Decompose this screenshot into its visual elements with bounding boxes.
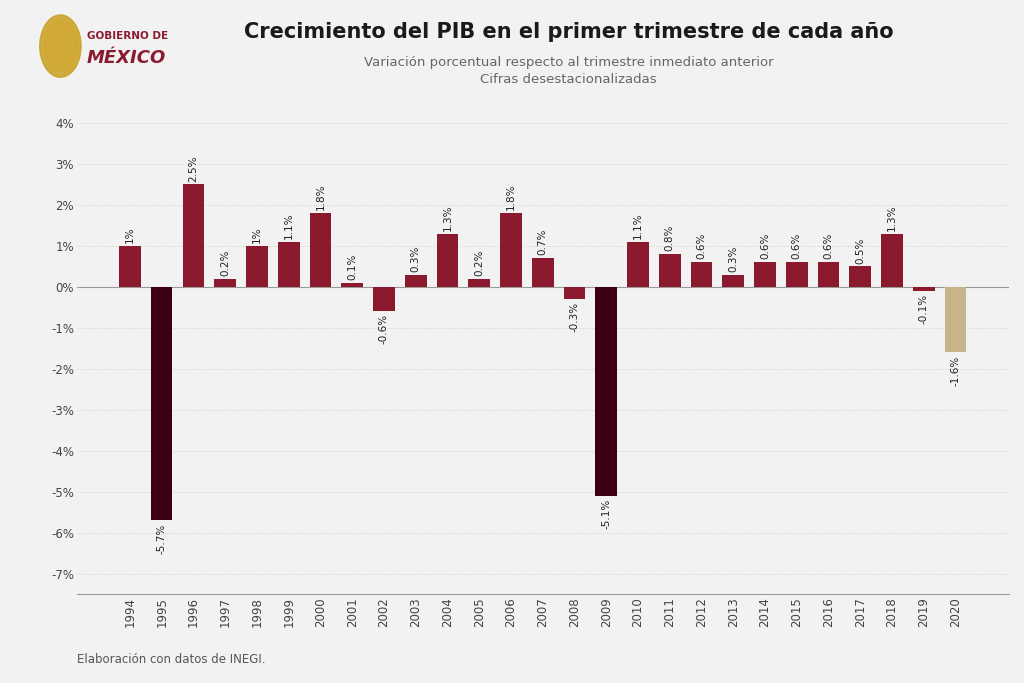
Text: 1.1%: 1.1%	[633, 212, 643, 239]
Bar	[818, 262, 840, 287]
Bar	[278, 242, 299, 287]
Text: MÉXICO: MÉXICO	[87, 49, 166, 67]
Text: 0.8%: 0.8%	[665, 225, 675, 251]
Text: Crecimiento del PIB en el primer trimestre de cada año: Crecimiento del PIB en el primer trimest…	[244, 22, 893, 42]
Bar	[341, 283, 362, 287]
Text: 0.2%: 0.2%	[474, 249, 484, 276]
Bar	[755, 262, 776, 287]
Bar	[531, 258, 554, 287]
Bar	[309, 213, 331, 287]
Text: Elaboración con datos de INEGI.: Elaboración con datos de INEGI.	[77, 653, 265, 666]
Text: 0.3%: 0.3%	[411, 245, 421, 272]
Bar	[214, 279, 236, 287]
Text: 2.5%: 2.5%	[188, 155, 199, 182]
Bar	[563, 287, 586, 299]
Text: Cifras desestacionalizadas: Cifras desestacionalizadas	[480, 73, 656, 86]
Text: 1.1%: 1.1%	[284, 212, 294, 239]
Polygon shape	[44, 21, 77, 71]
Text: -5.7%: -5.7%	[157, 523, 167, 553]
Bar	[627, 242, 649, 287]
Text: 0.6%: 0.6%	[823, 233, 834, 260]
Bar	[119, 246, 140, 287]
Text: 0.1%: 0.1%	[347, 253, 357, 280]
Text: 1.3%: 1.3%	[442, 204, 453, 231]
Text: 0.6%: 0.6%	[696, 233, 707, 260]
Bar	[182, 184, 204, 287]
Bar	[786, 262, 808, 287]
Text: 0.6%: 0.6%	[760, 233, 770, 260]
Bar	[404, 275, 427, 287]
Text: 0.3%: 0.3%	[728, 245, 738, 272]
Text: -5.1%: -5.1%	[601, 499, 611, 529]
Text: 1%: 1%	[252, 227, 262, 243]
Bar	[436, 234, 459, 287]
Bar	[500, 213, 522, 287]
Text: 1%: 1%	[125, 227, 135, 243]
Text: -0.6%: -0.6%	[379, 314, 389, 344]
Text: GOBIERNO DE: GOBIERNO DE	[87, 31, 168, 41]
Bar	[373, 287, 395, 311]
Polygon shape	[40, 15, 81, 77]
Bar	[246, 246, 267, 287]
Text: 1.8%: 1.8%	[315, 184, 326, 210]
Text: 1.8%: 1.8%	[506, 184, 516, 210]
Bar	[913, 287, 935, 291]
Bar	[658, 254, 681, 287]
Bar	[151, 287, 172, 520]
Bar	[690, 262, 713, 287]
Text: -1.6%: -1.6%	[950, 355, 961, 385]
Text: -0.3%: -0.3%	[569, 302, 580, 332]
Text: 0.5%: 0.5%	[855, 237, 865, 264]
Bar	[882, 234, 903, 287]
Text: -0.1%: -0.1%	[919, 294, 929, 324]
Text: 0.6%: 0.6%	[792, 233, 802, 260]
Bar	[850, 266, 871, 287]
Text: 0.7%: 0.7%	[538, 229, 548, 255]
Text: 1.3%: 1.3%	[887, 204, 897, 231]
Bar	[468, 279, 490, 287]
Bar	[595, 287, 617, 496]
Bar	[723, 275, 744, 287]
Text: Variación porcentual respecto al trimestre inmediato anterior: Variación porcentual respecto al trimest…	[364, 56, 773, 69]
Text: 0.2%: 0.2%	[220, 249, 230, 276]
Bar	[945, 287, 967, 352]
